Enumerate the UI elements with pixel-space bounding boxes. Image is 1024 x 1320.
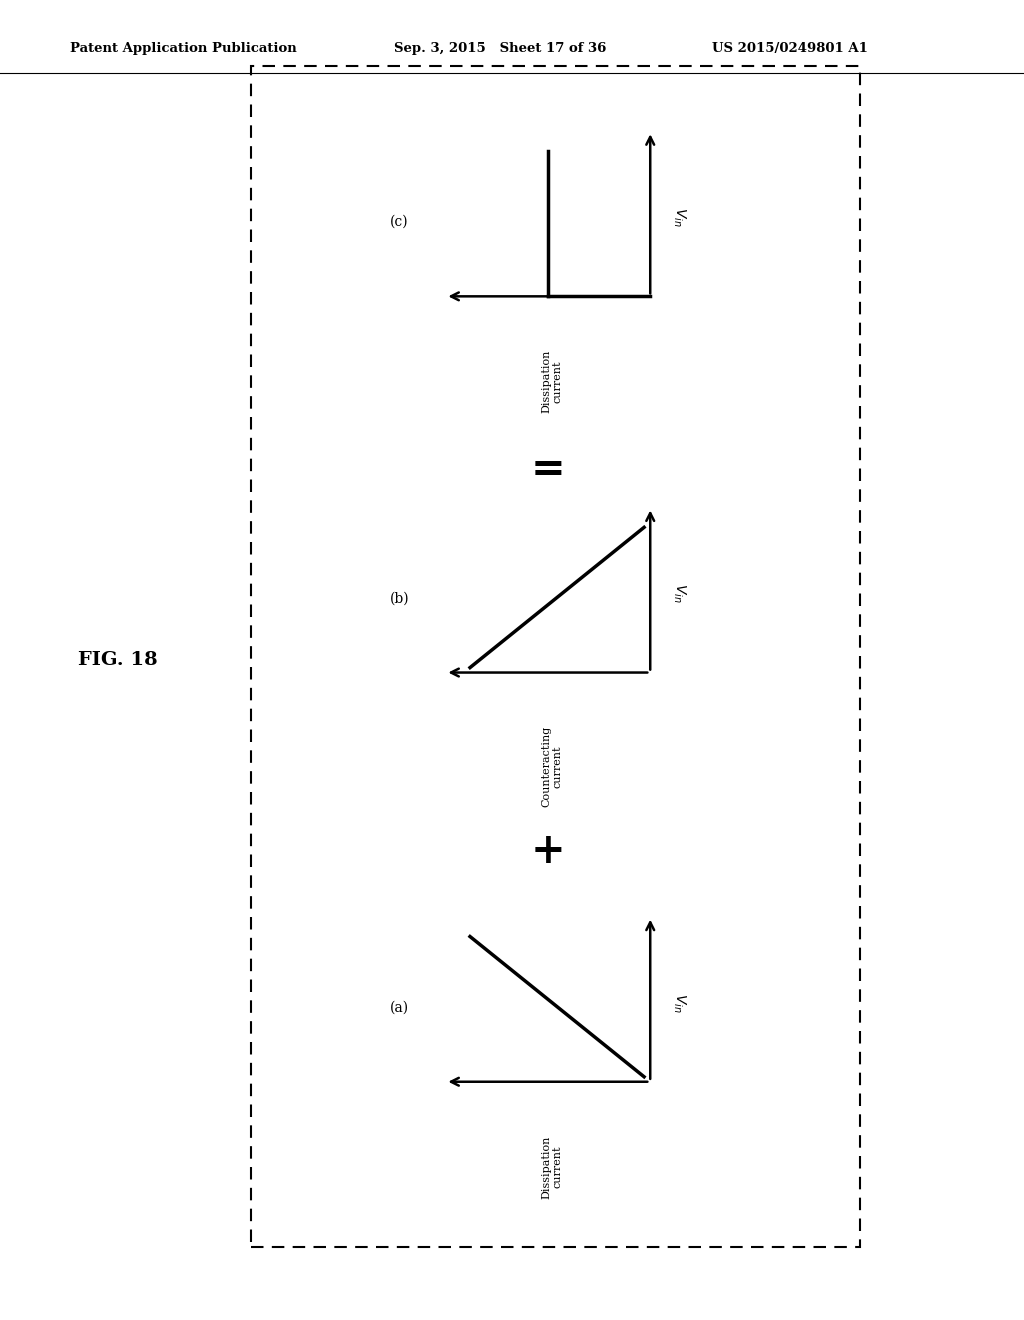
Text: Dissipation
current: Dissipation current bbox=[541, 1135, 563, 1199]
Text: $V_{in}$: $V_{in}$ bbox=[671, 207, 687, 227]
Text: Sep. 3, 2015   Sheet 17 of 36: Sep. 3, 2015 Sheet 17 of 36 bbox=[394, 42, 606, 55]
Text: US 2015/0249801 A1: US 2015/0249801 A1 bbox=[712, 42, 867, 55]
Text: Dissipation
current: Dissipation current bbox=[541, 350, 563, 413]
Text: +: + bbox=[530, 830, 565, 873]
Bar bbox=[251, 66, 860, 1247]
Text: FIG. 18: FIG. 18 bbox=[78, 651, 158, 669]
Text: (a): (a) bbox=[390, 1001, 409, 1015]
Text: (b): (b) bbox=[389, 591, 410, 606]
Text: (c): (c) bbox=[390, 215, 409, 230]
Text: Patent Application Publication: Patent Application Publication bbox=[70, 42, 296, 55]
Text: $V_{in}$: $V_{in}$ bbox=[671, 993, 687, 1012]
Text: $V_{in}$: $V_{in}$ bbox=[671, 583, 687, 603]
Text: =: = bbox=[530, 447, 565, 490]
Text: Counteracting
current: Counteracting current bbox=[541, 726, 563, 808]
